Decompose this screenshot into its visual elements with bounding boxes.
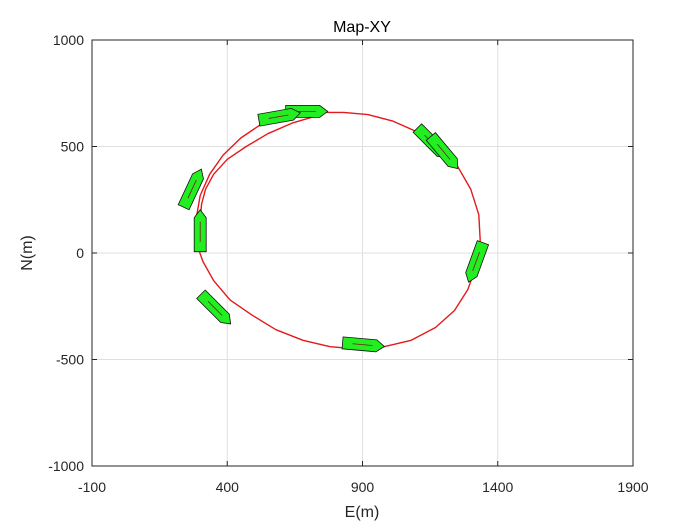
series-layer	[195, 110, 481, 350]
ship-marker	[177, 168, 204, 211]
x-axis-label: E(m)	[345, 504, 380, 521]
y-tick-label: 1000	[53, 32, 84, 48]
x-tick-label: -100	[78, 479, 106, 495]
y-tick-label: 0	[76, 245, 84, 261]
ship-keel-line	[268, 114, 289, 119]
x-tick-labels: -100 400 900 1400 1900	[78, 479, 649, 495]
trajectory-line	[195, 110, 481, 350]
ship-keel-line	[207, 301, 223, 316]
ship-markers	[177, 105, 490, 353]
chart-title: Map-XY	[333, 19, 391, 36]
y-axis-label: N(m)	[19, 235, 36, 271]
ship-marker	[425, 132, 459, 170]
ship-keel-line	[352, 343, 373, 346]
tick-marks	[91, 39, 634, 467]
x-tick-label: 400	[216, 479, 240, 495]
ship-hull	[465, 240, 490, 283]
y-tick-label: -1000	[48, 458, 84, 474]
ship-keel-line	[472, 251, 480, 272]
ship-keel-line	[187, 179, 197, 199]
ship-marker	[193, 209, 207, 253]
x-tick-label: 900	[351, 479, 375, 495]
y-tick-label: -500	[56, 352, 84, 368]
ship-hull	[257, 107, 301, 127]
ship-marker	[196, 289, 232, 325]
x-tick-label: 1400	[482, 479, 513, 495]
y-tick-label: 500	[61, 139, 85, 155]
ship-marker	[465, 240, 490, 283]
y-tick-labels: 1000 500 0 -500 -1000	[48, 32, 84, 474]
ship-marker	[257, 107, 301, 127]
ship-hull	[425, 132, 459, 170]
x-tick-label: 1900	[617, 479, 648, 495]
ship-keel-line	[436, 143, 451, 160]
ship-marker	[341, 336, 386, 353]
ship-hull	[177, 168, 204, 211]
